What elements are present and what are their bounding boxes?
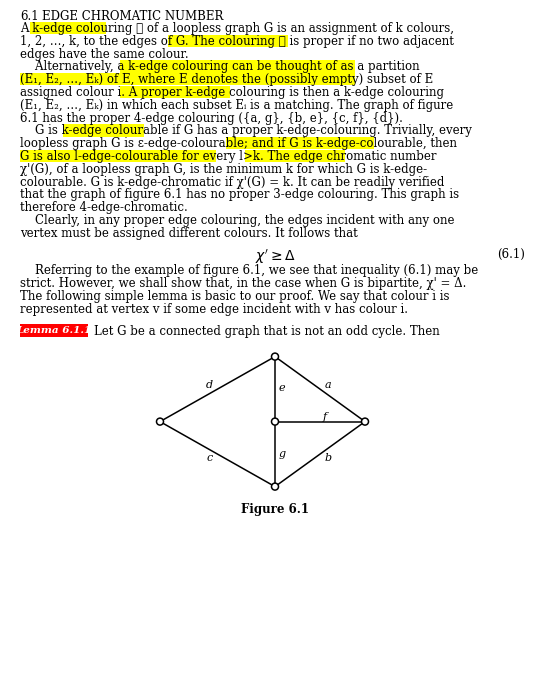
Bar	[226, 137, 373, 150]
Text: Referring to the example of figure 6.1, we see that inequality (6.1) may be: Referring to the example of figure 6.1, …	[20, 265, 478, 277]
Text: e: e	[279, 383, 285, 393]
Text: Clearly, in any proper edge colouring, the edges incident with any one: Clearly, in any proper edge colouring, t…	[20, 214, 454, 227]
Text: a: a	[324, 380, 331, 390]
Text: EDGE CHROMATIC NUMBER: EDGE CHROMATIC NUMBER	[42, 10, 223, 23]
Text: 6.1: 6.1	[20, 10, 38, 23]
Circle shape	[157, 418, 163, 425]
Text: b: b	[324, 453, 332, 463]
Bar	[20, 150, 216, 162]
Text: f: f	[323, 412, 327, 421]
Text: 6.1 has the proper 4-edge colouring ({a, g}, {b, e}, {c, f}, {d}).: 6.1 has the proper 4-edge colouring ({a,…	[20, 111, 403, 125]
Text: that the graph of figure 6.1 has no proper 3-edge colouring. This graph is: that the graph of figure 6.1 has no prop…	[20, 188, 459, 202]
Text: (6.1): (6.1)	[497, 248, 525, 260]
Text: strict. However, we shall show that, in the case when G is bipartite, χ' = Δ.: strict. However, we shall show that, in …	[20, 277, 466, 290]
Text: Figure 6.1: Figure 6.1	[241, 503, 309, 516]
Bar	[120, 60, 355, 73]
Circle shape	[272, 483, 278, 490]
Text: g: g	[278, 449, 285, 459]
Text: G is k-edge colourable if G has a proper k-edge-colouring. Trivially, every: G is k-edge colourable if G has a proper…	[20, 125, 472, 137]
Text: edges have the same colour.: edges have the same colour.	[20, 48, 189, 61]
Text: d: d	[206, 380, 213, 390]
Bar	[63, 125, 144, 136]
Text: $\chi' \geq \Delta$: $\chi' \geq \Delta$	[255, 248, 295, 266]
Text: A k-edge colouring ℰ of a loopless graph G is an assignment of k colours,: A k-edge colouring ℰ of a loopless graph…	[20, 22, 454, 35]
Text: The following simple lemma is basic to our proof. We say that colour i is: The following simple lemma is basic to o…	[20, 290, 449, 303]
Text: G is also l-edge-colourable for every l>k. The edge chromatic number: G is also l-edge-colourable for every l>…	[20, 150, 437, 163]
Text: 1, 2, …, k, to the edges of G. The colouring ℰ is proper if no two adjacent: 1, 2, …, k, to the edges of G. The colou…	[20, 35, 454, 48]
Bar	[245, 150, 345, 162]
Bar	[168, 35, 288, 47]
Text: c: c	[206, 453, 213, 463]
Text: (E₁, E₂, …, Eₖ) of E, where E denotes the (possibly empty) subset of E: (E₁, E₂, …, Eₖ) of E, where E denotes th…	[20, 74, 433, 86]
Text: therefore 4-edge-chromatic.: therefore 4-edge-chromatic.	[20, 201, 188, 214]
Text: represented at vertex v if some edge incident with v has colour i.: represented at vertex v if some edge inc…	[20, 303, 408, 316]
Circle shape	[272, 353, 278, 360]
Text: Alternatively, a k-edge colouring can be thought of as a partition: Alternatively, a k-edge colouring can be…	[20, 60, 420, 74]
Text: colourable. G is k-edge-chromatic if χ'(G) = k. It can be readily verified: colourable. G is k-edge-chromatic if χ'(…	[20, 176, 444, 188]
Text: vertex must be assigned different colours. It follows that: vertex must be assigned different colour…	[20, 227, 358, 240]
Text: Lemma 6.1.1: Lemma 6.1.1	[16, 326, 92, 335]
Text: loopless graph G is ε-edge-colourable; and if G is k-edge-colourable, then: loopless graph G is ε-edge-colourable; a…	[20, 137, 457, 150]
Text: (E₁, E₂, …, Eₖ) in which each subset Eᵢ is a matching. The graph of figure: (E₁, E₂, …, Eₖ) in which each subset Eᵢ …	[20, 99, 453, 112]
Text: χ'(G), of a loopless graph G, is the minimum k for which G is k-edge-: χ'(G), of a loopless graph G, is the min…	[20, 163, 427, 176]
Circle shape	[272, 418, 278, 425]
FancyBboxPatch shape	[20, 323, 88, 337]
Circle shape	[361, 418, 369, 425]
Text: assigned colour i. A proper k-edge colouring is then a k-edge colouring: assigned colour i. A proper k-edge colou…	[20, 86, 444, 99]
Text: Let G be a connected graph that is not an odd cycle. Then: Let G be a connected graph that is not a…	[94, 325, 440, 337]
Bar	[120, 86, 230, 98]
Bar	[20, 74, 355, 85]
Bar	[30, 22, 106, 34]
